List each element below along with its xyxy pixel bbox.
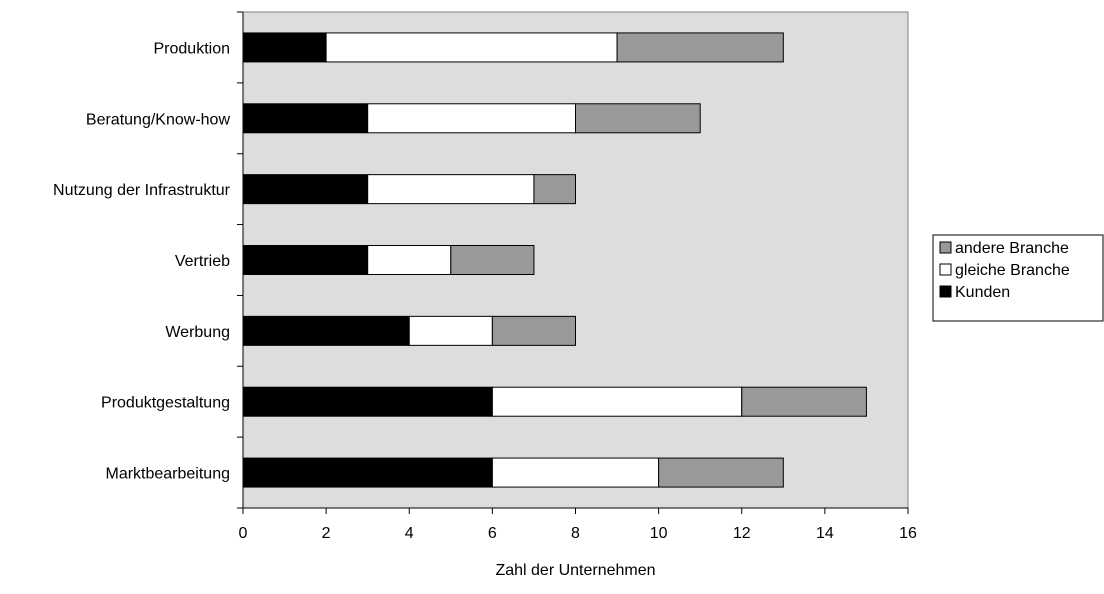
category-label-werbung: Werbung bbox=[165, 324, 230, 341]
bar-produktion-gleiche-branche bbox=[325, 32, 618, 63]
x-tick-label: 12 bbox=[733, 525, 751, 542]
category-label-nutzung-der-infrastruktur: Nutzung der Infrastruktur bbox=[53, 182, 231, 199]
legend-swatch-kunden bbox=[939, 285, 952, 298]
bar-beratung-know-how-andere-branche bbox=[575, 103, 701, 134]
category-label-produktion: Produktion bbox=[154, 40, 231, 57]
legend: andere Branche gleiche Branche Kunden bbox=[932, 234, 1104, 322]
legend-label-kunden: Kunden bbox=[955, 284, 1010, 301]
legend-label-gleiche-branche: gleiche Branche bbox=[955, 262, 1070, 279]
x-tick-label: 14 bbox=[816, 525, 834, 542]
bar-marktbearbeitung-andere-branche bbox=[658, 457, 784, 488]
bar-werbung-andere-branche bbox=[491, 315, 576, 346]
bar-produktgestaltung-gleiche-branche bbox=[491, 386, 743, 417]
x-tick-label: 0 bbox=[239, 525, 248, 542]
bar-werbung-gleiche-branche bbox=[408, 315, 493, 346]
bar-beratung-know-how-kunden bbox=[242, 103, 369, 134]
x-tick-label: 16 bbox=[899, 525, 917, 542]
legend-swatch-gleiche-branche bbox=[939, 263, 952, 276]
x-tick-label: 4 bbox=[405, 525, 414, 542]
legend-label-andere-branche: andere Branche bbox=[955, 240, 1069, 257]
bars-group bbox=[242, 32, 867, 488]
bar-vertrieb-andere-branche bbox=[450, 245, 535, 275]
x-axis-title: Zahl der Unternehmen bbox=[495, 562, 655, 579]
category-label-vertrieb: Vertrieb bbox=[175, 253, 230, 270]
category-label-marktbearbeitung: Marktbearbeitung bbox=[105, 466, 230, 483]
bar-vertrieb-kunden bbox=[242, 245, 369, 275]
bar-produktgestaltung-andere-branche bbox=[741, 386, 867, 417]
bar-nutzung-der-infrastruktur-gleiche-branche bbox=[367, 174, 535, 205]
bar-vertrieb-gleiche-branche bbox=[367, 245, 452, 275]
bar-produktion-kunden bbox=[242, 32, 327, 63]
bar-beratung-know-how-gleiche-branche bbox=[367, 103, 576, 134]
y-axis: Produktion Beratung/Know-how Nutzung der I… bbox=[53, 11, 244, 509]
x-tick-label: 2 bbox=[322, 525, 331, 542]
bar-werbung-kunden bbox=[242, 315, 410, 346]
category-label-produktgestaltung: Produktgestaltung bbox=[101, 395, 230, 412]
bar-marktbearbeitung-gleiche-branche bbox=[491, 457, 660, 488]
bar-marktbearbeitung-kunden bbox=[242, 457, 493, 488]
x-tick-label: 6 bbox=[488, 525, 497, 542]
bar-produktgestaltung-kunden bbox=[242, 386, 493, 417]
x-tick-label: 8 bbox=[571, 525, 580, 542]
x-axis: 0 2 4 6 8 10 12 14 16 bbox=[239, 507, 917, 542]
legend-swatch-andere-branche bbox=[939, 241, 952, 254]
bar-nutzung-der-infrastruktur-andere-branche bbox=[533, 174, 576, 205]
x-tick-label: 10 bbox=[650, 525, 668, 542]
bar-produktion-andere-branche bbox=[616, 32, 784, 63]
category-label-beratung-know-how: Beratung/Know-how bbox=[86, 111, 231, 128]
legend-box bbox=[932, 234, 1104, 322]
bar-nutzung-der-infrastruktur-kunden bbox=[242, 174, 369, 205]
